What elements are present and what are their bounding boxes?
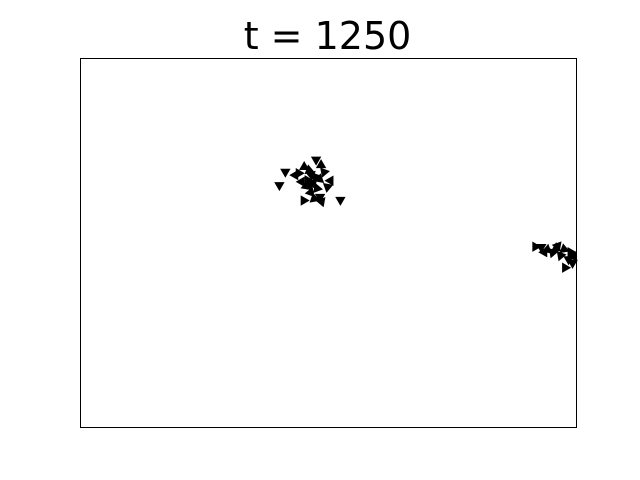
scatter-point-26 [532, 241, 542, 252]
scatter-point-21 [335, 196, 346, 206]
scatter-point-36 [567, 259, 578, 269]
scatter-point-22 [304, 164, 315, 175]
scatter-point-29 [548, 247, 559, 259]
scatter-point-16 [304, 186, 315, 198]
scatter-point-19 [300, 195, 310, 206]
scatter-point-1 [274, 182, 285, 192]
scatter-point-35 [556, 250, 567, 262]
chart-title: t = 1250 [243, 14, 412, 58]
scatter-point-34 [567, 251, 578, 262]
scatter-point-27 [536, 244, 547, 254]
scatter-point-23 [320, 167, 330, 178]
scatter-point-17 [314, 193, 326, 203]
points-layer [274, 156, 578, 273]
scatter-point-13 [313, 182, 323, 193]
scatter-point-5 [315, 159, 327, 169]
scatter-point-38 [538, 247, 548, 258]
scatter-point-14 [322, 183, 334, 193]
scatter-point-24 [295, 176, 305, 187]
scatter-point-0 [280, 168, 291, 178]
scatter-point-15 [324, 175, 334, 186]
scatter-point-25 [303, 180, 314, 191]
scatter-point-6 [310, 156, 322, 166]
scatter-point-32 [567, 247, 577, 258]
scatter-point-3 [295, 168, 305, 179]
scatter-point-31 [559, 243, 570, 254]
plot-area-frame [80, 58, 577, 428]
scatter-point-4 [299, 160, 310, 170]
scatter-point-37 [562, 262, 572, 273]
scatter-point-39 [550, 242, 562, 252]
scatter-point-20 [315, 197, 326, 208]
